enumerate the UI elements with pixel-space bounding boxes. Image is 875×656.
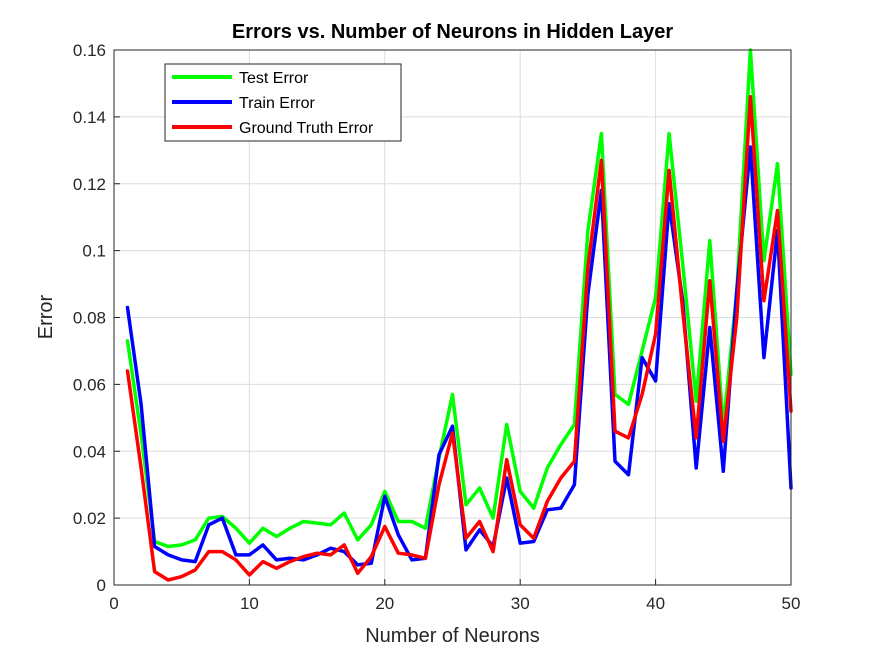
x-tick-label: 10 — [240, 594, 259, 613]
legend-label-ground-truth-error: Ground Truth Error — [239, 120, 374, 137]
chart-title: Errors vs. Number of Neurons in Hidden L… — [232, 21, 673, 43]
legend-label-train-error: Train Error — [239, 95, 316, 112]
y-tick-label: 0.1 — [82, 242, 106, 261]
y-tick-label: 0.04 — [73, 442, 106, 461]
legend-label-test-error: Test Error — [239, 70, 309, 87]
legend: Test Error Train Error Ground Truth Error — [164, 63, 402, 142]
y-tick-label: 0.14 — [73, 108, 106, 127]
y-axis-ticks: 0 0.02 0.04 0.06 0.08 0.1 0.12 0.14 0.16 — [73, 41, 120, 595]
x-tick-label: 50 — [782, 594, 801, 613]
series-line-ground-truth-error — [125, 95, 793, 582]
y-axis-label: Error — [35, 294, 57, 339]
x-axis-ticks: 0 10 20 30 40 50 — [109, 579, 800, 613]
y-tick-label: 0 — [97, 576, 106, 595]
x-tick-label: 40 — [646, 594, 665, 613]
y-tick-label: 0.16 — [73, 41, 106, 60]
y-tick-label: 0.08 — [73, 309, 106, 328]
y-tick-label: 0.12 — [73, 175, 106, 194]
x-axis-label: Number of Neurons — [365, 625, 540, 647]
y-tick-label: 0.02 — [73, 509, 106, 528]
x-tick-label: 0 — [109, 594, 118, 613]
x-tick-label: 30 — [511, 594, 530, 613]
y-tick-label: 0.06 — [73, 375, 106, 394]
series-layer — [125, 48, 793, 582]
x-tick-label: 20 — [375, 594, 394, 613]
series-line-test-error — [125, 48, 793, 549]
